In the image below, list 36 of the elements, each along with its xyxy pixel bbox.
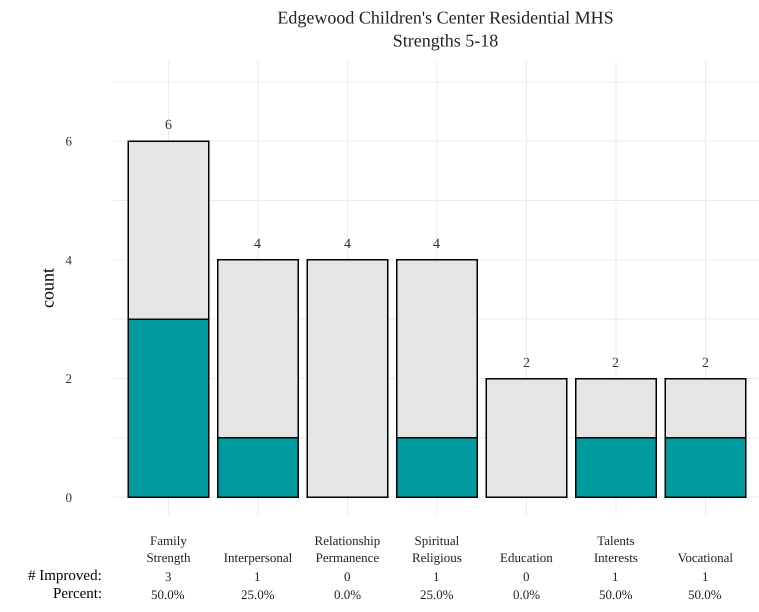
x-tick-label: Interpersonal [224, 550, 293, 565]
data-label: 0 [523, 569, 530, 584]
data-label: 0 [344, 569, 350, 584]
text: 50.0% [151, 587, 185, 602]
total-label: 4 [344, 237, 351, 252]
total-label: 2 [523, 356, 530, 371]
y-tick-label: 4 [66, 252, 72, 268]
data-label: 1 [702, 569, 708, 584]
text: 25.0% [241, 587, 275, 602]
text: 0.0% [334, 587, 362, 602]
data-label: 3 [165, 569, 172, 584]
total-label: 2 [612, 356, 619, 371]
x-tick-label: Relationship Permanence [314, 533, 380, 565]
x-tick-label: Spiritual Religious [412, 533, 462, 565]
text: Percent: [53, 586, 102, 602]
text: # Improved: [28, 568, 102, 584]
text: 50.0% [688, 587, 722, 602]
total-label: 2 [702, 356, 709, 371]
total-label: 4 [433, 237, 440, 252]
x-tick-label: Talents Interests [594, 533, 638, 565]
x-tick-label: Education [500, 550, 554, 565]
data-label: 1 [433, 569, 440, 584]
text: 25.0% [420, 587, 454, 602]
y-tick-label: 2 [66, 371, 72, 386]
total-label: 6 [165, 118, 172, 133]
data-label: 1 [612, 569, 618, 584]
total-label: 4 [254, 237, 261, 252]
x-tick-label: Vocational [678, 550, 734, 565]
y-axis-title: count [38, 268, 58, 308]
text: 0.0% [513, 587, 540, 602]
x-tick-label: Family Strength [146, 533, 191, 565]
y-tick-label: 0 [66, 490, 72, 505]
chart-title: Edgewood Children's Center Residential MHS Strengths 5-18 [277, 7, 614, 51]
text: 50.0% [599, 587, 633, 602]
data-label: 1 [254, 569, 260, 584]
y-tick-label: 6 [66, 134, 72, 149]
